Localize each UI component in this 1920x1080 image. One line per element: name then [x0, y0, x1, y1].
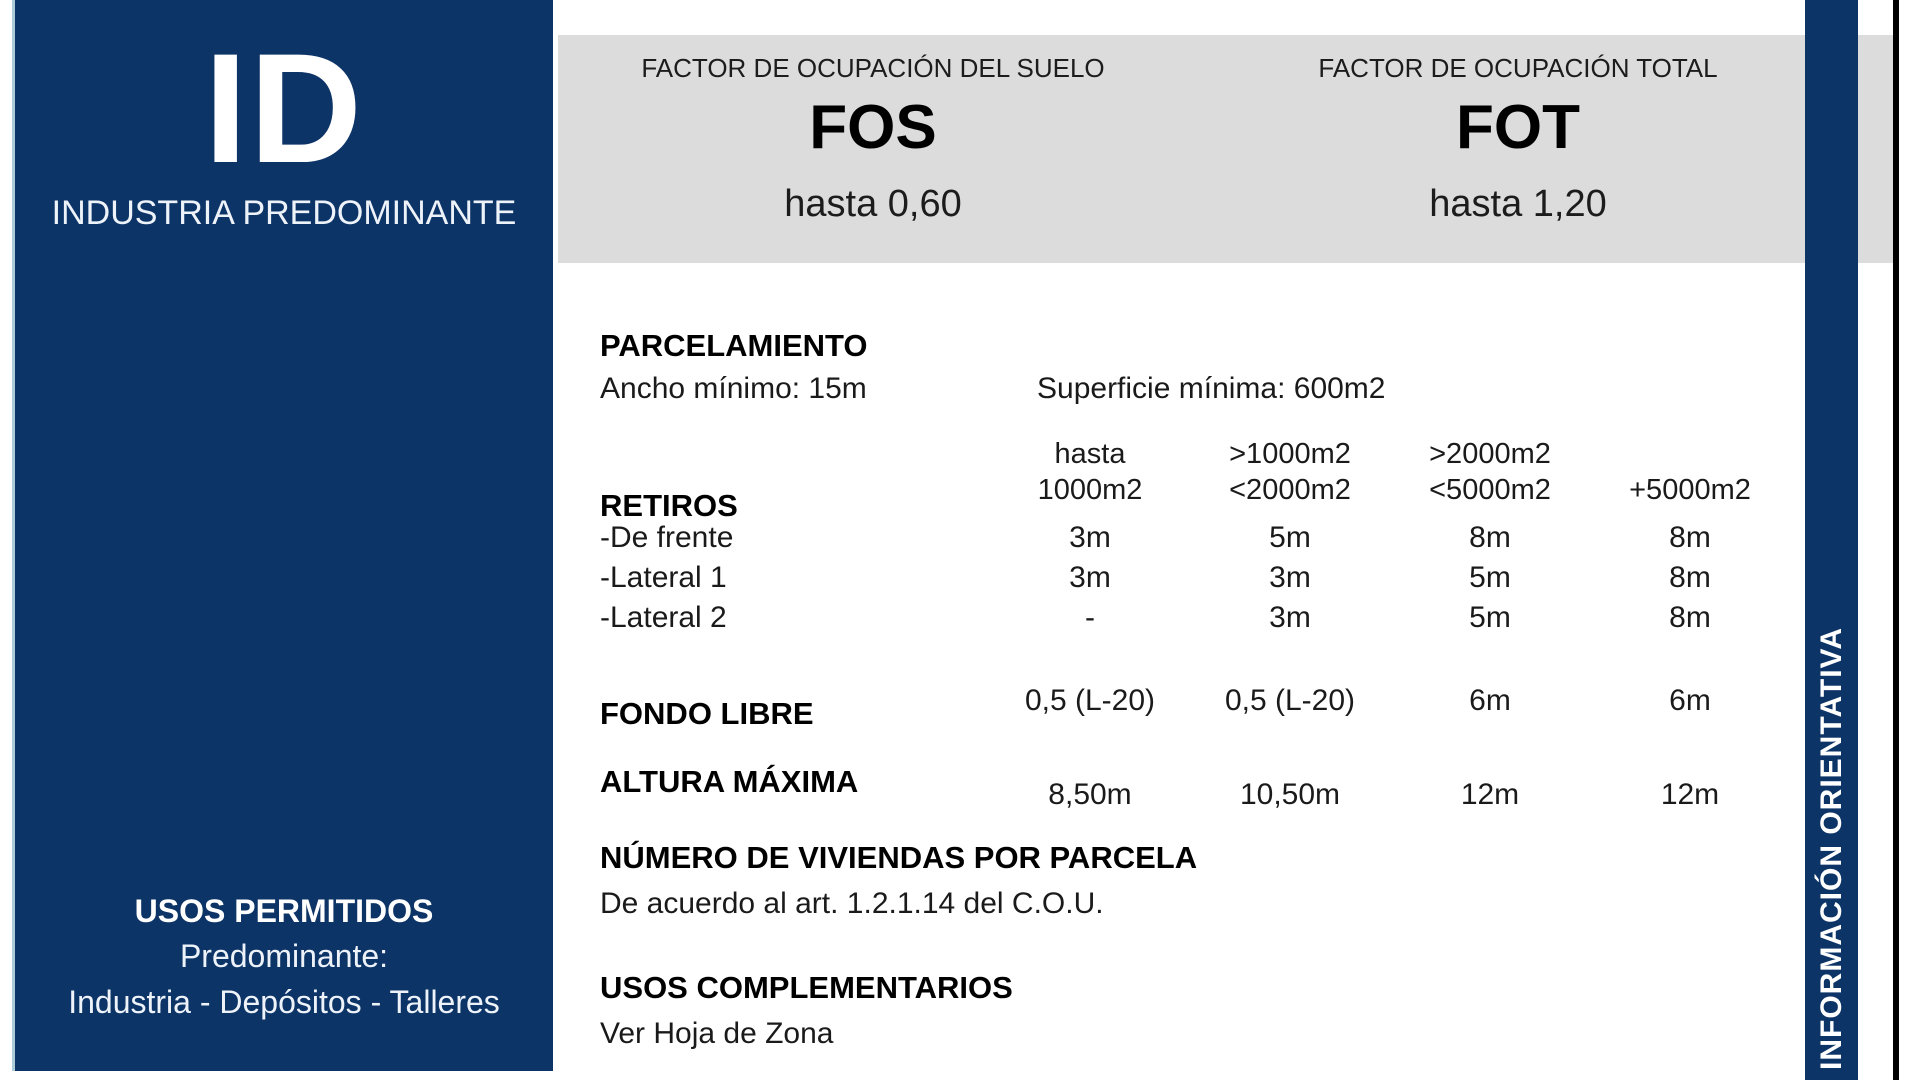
zone-sidebar: ID INDUSTRIA PREDOMINANTE USOS PERMITIDO… — [12, 0, 553, 1071]
viviendas-title: NÚMERO DE VIVIENDAS POR PARCELA — [600, 840, 1198, 875]
col-header-4-line1 — [1590, 436, 1790, 472]
fot-label: FACTOR DE OCUPACIÓN TOTAL — [1318, 53, 1718, 83]
usos-permitidos-block: USOS PERMITIDOS Predominante: Industria … — [15, 889, 553, 1025]
parcelamiento-title: PARCELAMIENTO — [600, 328, 868, 363]
retiro-value: 3m — [1269, 561, 1311, 594]
retiro-value: - — [1085, 601, 1095, 634]
retiro-value: 5m — [1469, 601, 1511, 634]
table-header-row-2: RETIROS 1000m2 <2000m2 <5000m2 +5000m2 — [600, 472, 1810, 523]
fondo-libre-label: FONDO LIBRE — [600, 696, 814, 731]
retiro-value: 5m — [1469, 561, 1511, 594]
usos-complementarios-title: USOS COMPLEMENTARIOS — [600, 970, 1013, 1005]
table-header-row-1: hasta >1000m2 >2000m2 — [600, 436, 1810, 472]
retiro-value: 3m — [1069, 561, 1111, 594]
altura-maxima-label: ALTURA MÁXIMA — [600, 764, 859, 799]
usos-complementarios-text: Ver Hoja de Zona — [600, 1017, 834, 1050]
col-header-1-line2: 1000m2 — [1037, 474, 1143, 506]
retiros-title: RETIROS — [600, 488, 738, 523]
col-header-2-line1: >1000m2 — [1229, 438, 1351, 470]
zone-name: INDUSTRIA PREDOMINANTE — [51, 193, 517, 232]
retiro-value: 5m — [1269, 521, 1311, 554]
fot-block: FACTOR DE OCUPACIÓN TOTAL FOT hasta 1,20 — [1188, 35, 1848, 263]
usos-permitidos-line2: Industria - Depósitos - Talleres — [68, 983, 500, 1020]
fos-code: FOS — [809, 93, 937, 162]
retiro-value: 8m — [1469, 521, 1511, 554]
retiros-row-lateral1: -Lateral 1 3m 3m 5m 8m — [600, 558, 1810, 598]
col-header-3-line1: >2000m2 — [1429, 438, 1551, 470]
fondo-libre-row: FONDO LIBRE 0,5 (L-20) 0,5 (L-20) 6m 6m — [600, 684, 1810, 731]
zone-details: PARCELAMIENTO Ancho mínimo: 15m Superfic… — [600, 328, 1810, 1054]
col-header-3-line2: <5000m2 — [1429, 474, 1551, 506]
col-header-1-line1: hasta — [1054, 438, 1126, 470]
fot-value: hasta 1,20 — [1429, 183, 1607, 225]
ancho-minimo: Ancho mínimo: 15m — [600, 372, 867, 405]
altura-maxima-value: 10,50m — [1239, 778, 1341, 811]
fondo-libre-value: 0,5 (L-20) — [1024, 684, 1156, 717]
zone-code: ID — [204, 22, 364, 196]
altura-maxima-row: ALTURA MÁXIMA 8,50m 10,50m 12m 12m — [600, 764, 1810, 811]
retiros-row-frente: -De frente 3m 5m 8m 8m — [600, 518, 1810, 558]
retiro-label: -De frente — [600, 521, 734, 554]
retiro-value: 8m — [1669, 601, 1711, 634]
retiro-label: -Lateral 1 — [600, 561, 727, 594]
header-spacer — [600, 436, 990, 472]
fot-code: FOT — [1456, 93, 1580, 162]
fos-block: FACTOR DE OCUPACIÓN DEL SUELO FOS hasta … — [558, 35, 1188, 263]
right-border-line — [1893, 0, 1899, 1080]
fondo-libre-value: 6m — [1669, 684, 1711, 717]
orientative-info-label: INFORMACIÓN ORIENTATIVA — [1814, 627, 1848, 1070]
viviendas-block: NÚMERO DE VIVIENDAS POR PARCELA De acuer… — [600, 840, 1810, 924]
col-header-2-line2: <2000m2 — [1229, 474, 1351, 506]
factors-band: FACTOR DE OCUPACIÓN DEL SUELO FOS hasta … — [558, 35, 1895, 263]
altura-maxima-value: 12m — [1460, 778, 1520, 811]
usos-complementarios-block: USOS COMPLEMENTARIOS Ver Hoja de Zona — [600, 970, 1810, 1054]
parcelamiento-values: Ancho mínimo: 15m Superficie mínima: 600… — [600, 372, 1810, 406]
fos-label: FACTOR DE OCUPACIÓN DEL SUELO — [641, 53, 1105, 83]
retiro-value: 3m — [1069, 521, 1111, 554]
altura-maxima-value: 12m — [1660, 778, 1720, 811]
retiro-label: -Lateral 2 — [600, 601, 727, 634]
usos-permitidos-line1: Predominante: — [179, 938, 389, 975]
retiros-row-lateral2: -Lateral 2 - 3m 5m 8m — [600, 598, 1810, 638]
orientative-info-bar: INFORMACIÓN ORIENTATIVA — [1805, 0, 1858, 1080]
retiro-value: 8m — [1669, 561, 1711, 594]
superficie-minima: Superficie mínima: 600m2 — [1037, 372, 1386, 405]
col-header-4-line2: +5000m2 — [1629, 474, 1751, 506]
altura-maxima-value: 8,50m — [1048, 778, 1132, 811]
retiro-value: 8m — [1669, 521, 1711, 554]
viviendas-text: De acuerdo al art. 1.2.1.14 del C.O.U. — [600, 887, 1104, 920]
fondo-libre-value: 0,5 (L-20) — [1224, 684, 1356, 717]
retiro-value: 3m — [1269, 601, 1311, 634]
usos-permitidos-title: USOS PERMITIDOS — [134, 892, 434, 929]
fondo-libre-value: 6m — [1469, 684, 1511, 717]
fos-value: hasta 0,60 — [784, 183, 962, 225]
